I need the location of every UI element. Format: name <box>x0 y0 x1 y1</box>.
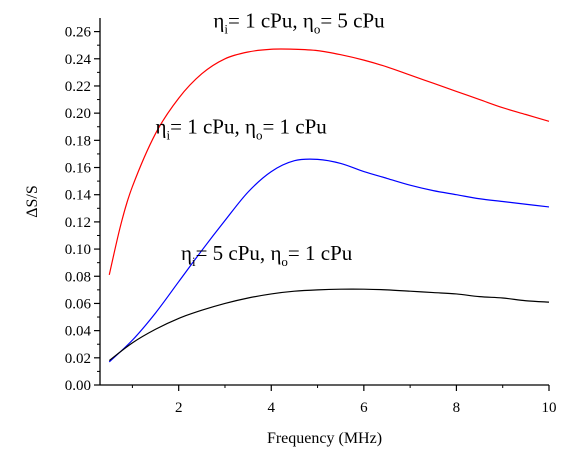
y-axis-title: ΔS/S <box>24 185 41 218</box>
annotation-o-text: = 1 cPu <box>262 115 327 139</box>
series-line-2 <box>108 158 550 363</box>
annotation-i-sub: i <box>224 22 228 37</box>
series-annotation-1: ηi= 1 cPu, ηo= 5 cPu <box>213 9 385 37</box>
annotation-i-text: = 1 cPu, <box>170 115 245 139</box>
y-tick-label: 0.02 <box>65 351 91 367</box>
x-axis-title: Frequency (MHz) <box>267 430 382 447</box>
annotation-o-sub: o <box>281 254 288 269</box>
y-tick-label: 0.08 <box>65 269 91 285</box>
annotation-i-text: = 5 cPu, <box>196 241 271 265</box>
y-tick-label: 0.04 <box>65 324 92 340</box>
x-tick-label: 10 <box>542 400 557 416</box>
series-annotation-3: ηi= 5 cPu, ηo= 1 cPu <box>181 241 353 269</box>
annotation-o-sub: o <box>314 22 321 37</box>
y-tick-label: 0.22 <box>65 79 91 95</box>
series-line-1 <box>108 48 550 276</box>
x-tick-label: 8 <box>453 400 461 416</box>
x-ticks: 2 4 6 8 10 <box>131 385 557 416</box>
series-layer <box>108 48 550 363</box>
y-tick-label: 0.06 <box>65 296 92 312</box>
x-tick-label: 6 <box>360 400 368 416</box>
y-tick-label: 0.20 <box>65 106 91 122</box>
annotation-eta-symbol: η <box>303 9 314 33</box>
annotation-eta-symbol: η <box>270 241 281 265</box>
annotation-eta-symbol: η <box>213 9 224 33</box>
y-tick-label: 0.18 <box>65 133 91 149</box>
y-tick-label: 0.26 <box>65 25 92 41</box>
annotation-eta-symbol: η <box>181 241 192 265</box>
y-tick-label: 0.00 <box>65 378 91 394</box>
x-tick-label: 2 <box>175 400 183 416</box>
annotation-i-sub: i <box>192 254 196 269</box>
y-tick-label: 0.24 <box>65 52 92 68</box>
annotation-eta-symbol: η <box>245 115 256 139</box>
y-ticks: 0.00 0.02 0.04 0.06 0.08 0.10 0.12 0.14 0.16 0.18… <box>65 25 100 394</box>
series-annotation-2: ηi= 1 cPu, ηo= 1 cPu <box>156 115 328 143</box>
y-tick-label: 0.10 <box>65 242 91 258</box>
annotation-i-sub: i <box>167 128 171 143</box>
y-tick-label: 0.16 <box>65 161 92 177</box>
annotation-o-text: = 1 cPu <box>288 241 353 265</box>
y-tick-label: 0.14 <box>65 188 92 204</box>
annotation-o-text: = 5 cPu <box>320 9 385 33</box>
y-tick-label: 0.12 <box>65 215 91 231</box>
plot-frame <box>99 18 549 386</box>
annotation-eta-symbol: η <box>156 115 167 139</box>
annotation-i-text: = 1 cPu, <box>228 9 303 33</box>
x-tick-label: 4 <box>268 400 276 416</box>
series-line-3 <box>108 288 550 362</box>
annotation-o-sub: o <box>256 128 263 143</box>
